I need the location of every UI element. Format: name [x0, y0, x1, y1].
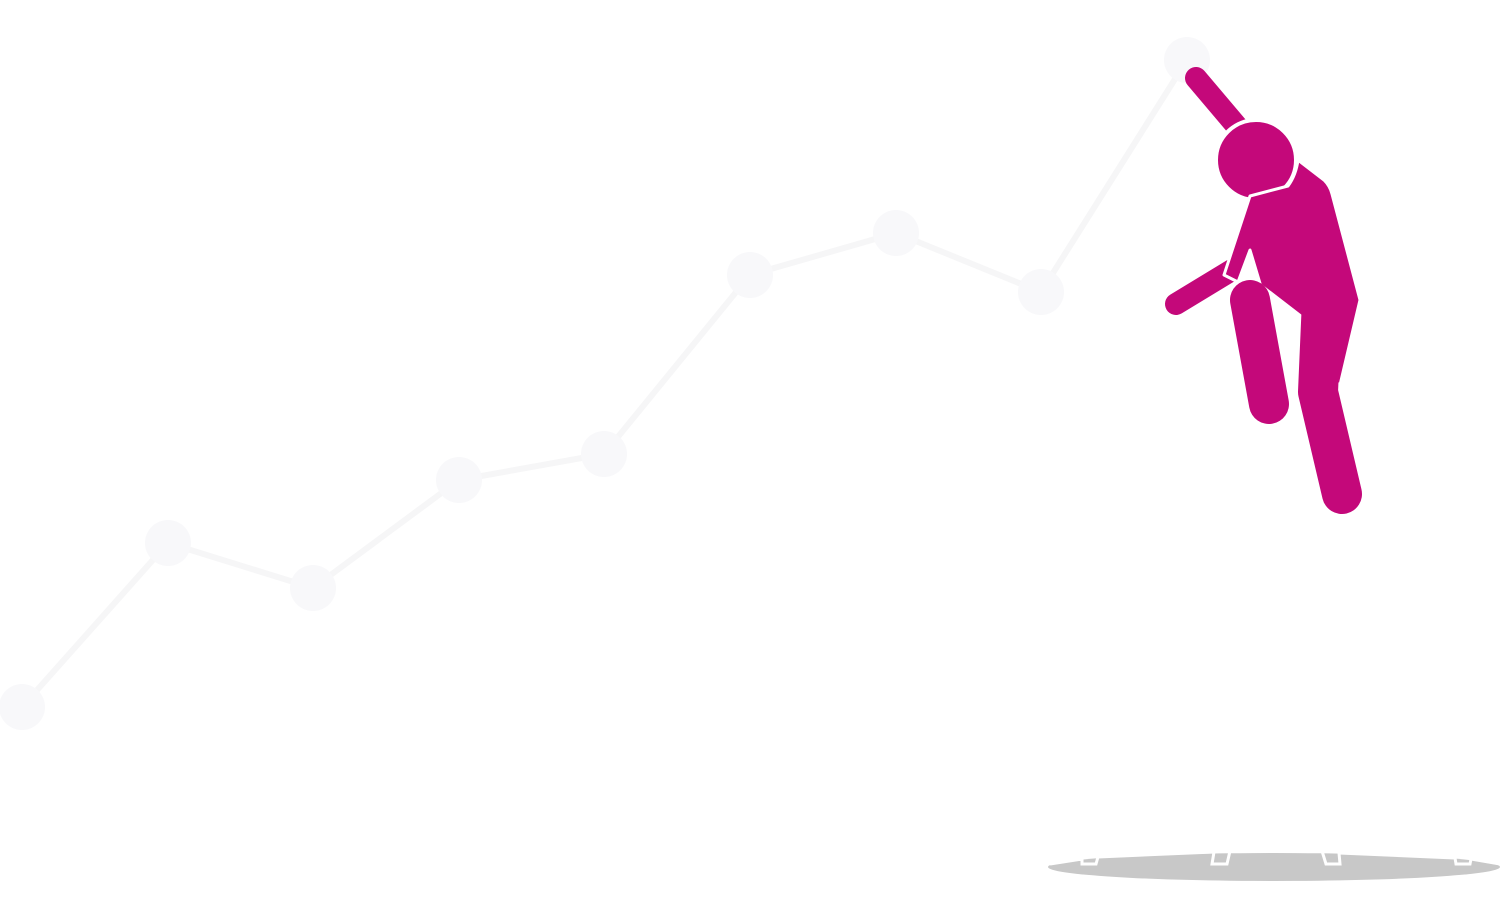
trend-point	[1018, 269, 1064, 315]
trend-point	[727, 252, 773, 298]
figure-raised-arm	[1185, 67, 1251, 141]
trend-point	[581, 431, 627, 477]
shadow-ellipse	[1048, 853, 1500, 881]
trend-point	[145, 520, 191, 566]
trend-point	[0, 684, 45, 730]
shadow-highlight	[1049, 849, 1500, 866]
stick-figure-icon	[1165, 67, 1362, 514]
figure-bent-leg	[1230, 280, 1289, 424]
trend-point	[290, 565, 336, 611]
trend-line	[19, 57, 1190, 710]
figure-extended-leg	[1298, 280, 1362, 514]
trend-line-group	[0, 37, 1210, 730]
trend-point	[873, 210, 919, 256]
trend-point	[436, 457, 482, 503]
ground-shadow	[1048, 849, 1500, 881]
